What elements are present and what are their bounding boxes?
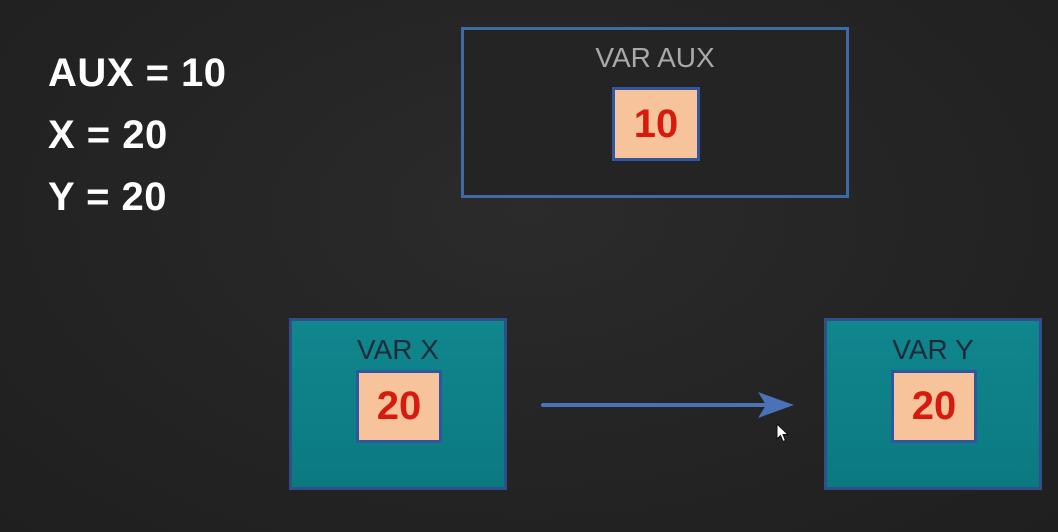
var-x-value: 20 [356,370,442,443]
var-aux-value: 10 [612,87,700,161]
var-x-label: VAR X [357,334,439,365]
assignment-list: AUX = 10 X = 20 Y = 20 [48,42,227,228]
var-aux-label: VAR AUX [595,42,715,73]
assignment-x: X = 20 [48,113,168,157]
right-arrow-icon [541,392,794,418]
assignment-y: Y = 20 [48,175,168,219]
var-y-label: VAR Y [892,334,974,365]
var-aux-box: VAR AUX 10 [461,27,849,198]
mouse-pointer-icon [776,423,790,443]
var-x-box: VAR X 20 [289,318,507,490]
assignment-aux: AUX = 10 [48,51,227,95]
var-y-box: VAR Y 20 [824,318,1042,490]
var-y-value: 20 [891,370,977,443]
